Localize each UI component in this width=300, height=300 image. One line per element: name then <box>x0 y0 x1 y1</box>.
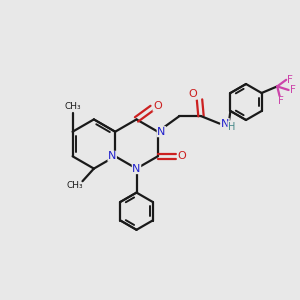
Text: CH₃: CH₃ <box>64 102 81 111</box>
Text: O: O <box>188 89 197 99</box>
Text: H: H <box>228 122 235 132</box>
Text: N: N <box>157 127 166 137</box>
Text: F: F <box>278 96 284 106</box>
Text: O: O <box>177 151 186 161</box>
Text: O: O <box>153 101 162 111</box>
Text: N: N <box>221 118 229 129</box>
Text: N: N <box>108 151 116 161</box>
Text: F: F <box>287 75 293 85</box>
Text: CH₃: CH₃ <box>67 181 83 190</box>
Text: F: F <box>290 85 296 95</box>
Text: N: N <box>132 164 141 174</box>
